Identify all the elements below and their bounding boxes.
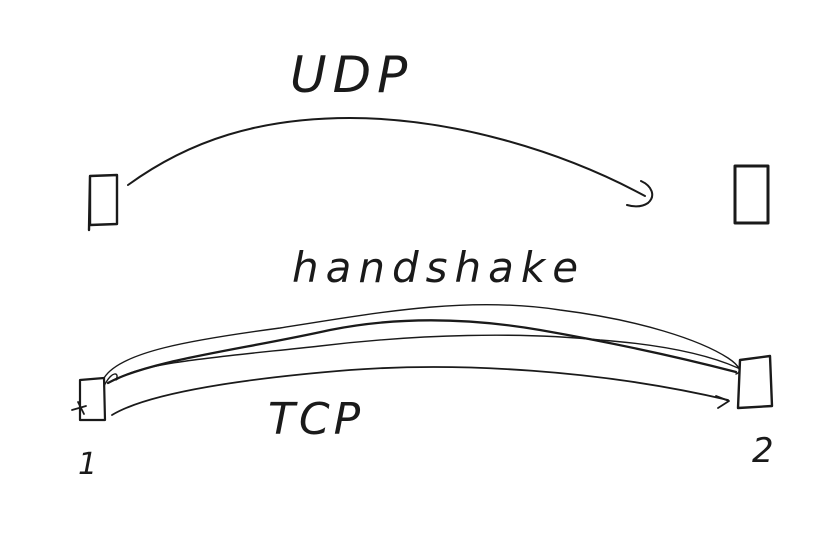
node-1-label: 1 (78, 447, 97, 482)
node-2-label: 2 (752, 431, 774, 471)
udp-datagram-arc (127, 117, 646, 197)
tcp-host-1-mark (71, 401, 87, 415)
udp-section: UDP (87, 46, 770, 232)
handshake-synack-curve (106, 319, 738, 385)
handshake-ack-curve (103, 334, 739, 387)
handshake-label: handshake (292, 243, 585, 292)
tcp-label: TCP (268, 394, 364, 445)
udp-arrowhead (626, 180, 654, 208)
tcp-host-2-box (736, 354, 774, 410)
udp-sender-box (87, 173, 119, 232)
tcp-section: handshake TCP 1 2 (71, 243, 774, 482)
udp-label: UDP (290, 46, 413, 104)
tcp-stream-curve (111, 366, 729, 416)
handshake-syn-curve (103, 303, 740, 379)
tcp-arrowhead (715, 395, 730, 409)
udp-receiver-box (733, 164, 770, 225)
